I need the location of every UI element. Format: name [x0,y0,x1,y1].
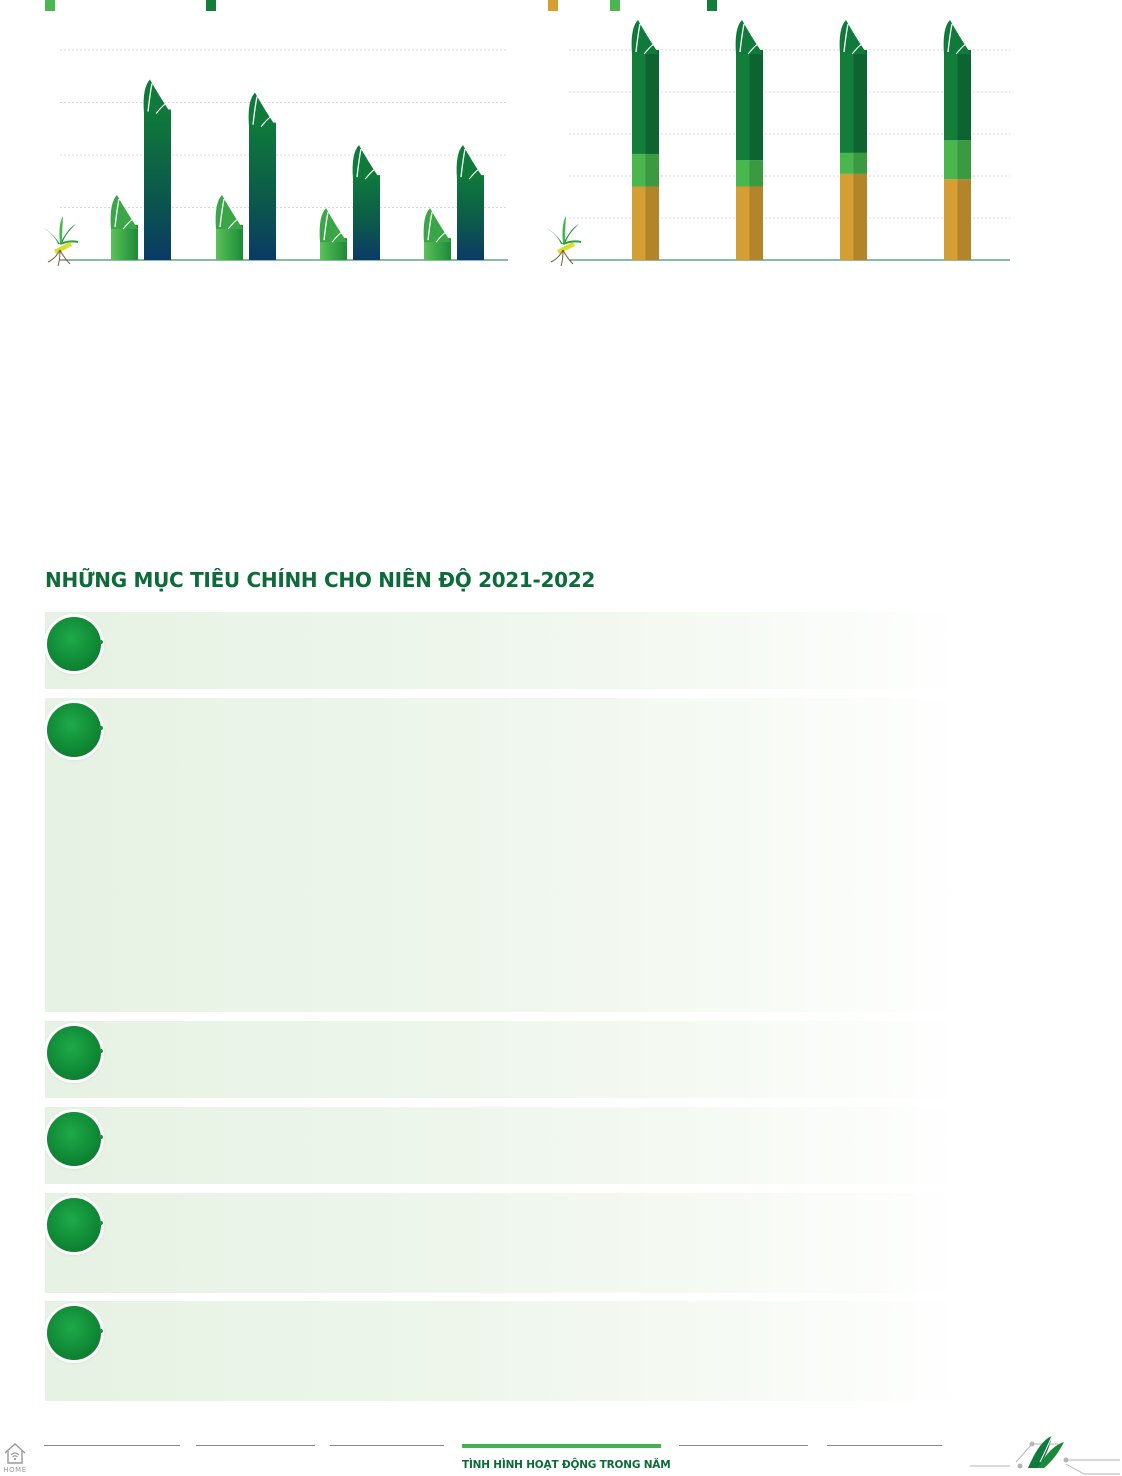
stack-segment-3 [736,50,750,161]
bullet-circle-icon [47,1306,101,1360]
bar-series1 [216,225,243,260]
stack-segment-2 [840,152,854,174]
leaf-tip-icon [943,20,974,55]
connector-dot-icon [99,1135,103,1139]
stack-segment-2 [736,160,750,187]
legend-swatch-light-green [45,0,55,11]
stacked-bar-chart [546,20,1010,267]
connector-dot-icon [99,726,103,730]
leaf-tip-icon [352,145,383,180]
bar-series2 [353,175,380,260]
bar-series2 [144,109,171,260]
sprout-icon [43,216,79,267]
stack-segment-2-shade [749,160,763,187]
sprout-icon [546,216,582,267]
stack-segment-3-shade [749,50,763,161]
leaf-tip-icon [110,195,141,230]
goal-panel-2 [45,698,965,1012]
circuit-leaf-logo-icon [970,1435,1120,1475]
leaf-tip-icon [735,20,766,55]
stack-segment-2 [632,153,646,187]
legend-swatch-dark-green [206,0,216,11]
footer-nav-item-6[interactable] [827,1445,942,1446]
leaf-tip-icon [248,92,279,127]
footer-active-label: TÌNH HÌNH HOẠT ĐỘNG TRONG NĂM [462,1459,671,1471]
home-label: HOME [3,1466,27,1474]
stack-segment-1-shade [645,186,659,260]
stack-segment-1 [632,186,646,260]
stack-segment-3-shade [853,50,867,153]
stack-segment-3 [944,50,958,141]
stack-segment-1-shade [749,186,763,260]
leaf-tip-icon [215,195,246,230]
stack-segment-1 [840,173,854,260]
footer-nav-item-2[interactable] [196,1445,315,1446]
stack-segment-1 [736,186,750,260]
bullet-circle-icon [47,1198,101,1252]
bullet-circle-icon [47,703,101,757]
grouped-bar-chart [43,49,508,267]
connector-dot-icon [99,640,103,644]
bar-series1 [111,225,138,260]
stack-segment-2-shade [853,152,867,174]
stack-segment-2 [944,140,958,180]
bullet-circle-icon [47,617,101,671]
connector-dot-icon [99,1329,103,1333]
bullet-circle-icon [47,1112,101,1166]
stack-segment-2-shade [957,140,971,180]
bar-series2 [249,122,276,260]
goal-panel-4 [45,1107,965,1184]
goal-panel-5 [45,1193,965,1293]
bar-series1 [424,238,451,260]
stack-segment-2-shade [645,153,659,187]
leaf-tip-icon [631,20,662,55]
stack-segment-1-shade [853,173,867,260]
leaf-tip-icon [423,208,454,243]
footer-nav-item-active[interactable] [462,1444,661,1448]
home-button[interactable]: HOME [2,1440,28,1474]
connector-dot-icon [99,1221,103,1225]
goal-panel-3 [45,1021,965,1098]
bar-series1 [320,238,347,260]
stack-segment-1 [944,179,958,260]
stack-segment-3-shade [957,50,971,141]
connector-dot-icon [99,1049,103,1053]
home-icon [4,1443,26,1464]
stack-segment-3-shade [645,50,659,154]
footer-nav-item-3[interactable] [330,1445,444,1446]
leaf-tip-icon [319,208,350,243]
legend-swatch-gold [548,0,558,11]
leaf-tip-icon [143,79,174,114]
goal-panel-6 [45,1301,965,1401]
bullet-circle-icon [47,1026,101,1080]
stack-segment-1-shade [957,179,971,260]
legend-swatch-dark-green-2 [707,0,717,11]
stack-segment-3 [632,50,646,154]
stack-segment-3 [840,50,854,153]
leaf-tip-icon [839,20,870,55]
footer-nav-item-1[interactable] [44,1445,180,1446]
leaf-tip-icon [456,145,487,180]
footer-nav-item-5[interactable] [679,1445,808,1446]
legend-swatch-light-green-2 [610,0,620,11]
bar-series2 [457,175,484,260]
goal-panel-1 [45,612,965,689]
section-title: NHỮNG MỤC TIÊU CHÍNH CHO NIÊN ĐỘ 2021-20… [45,568,596,592]
